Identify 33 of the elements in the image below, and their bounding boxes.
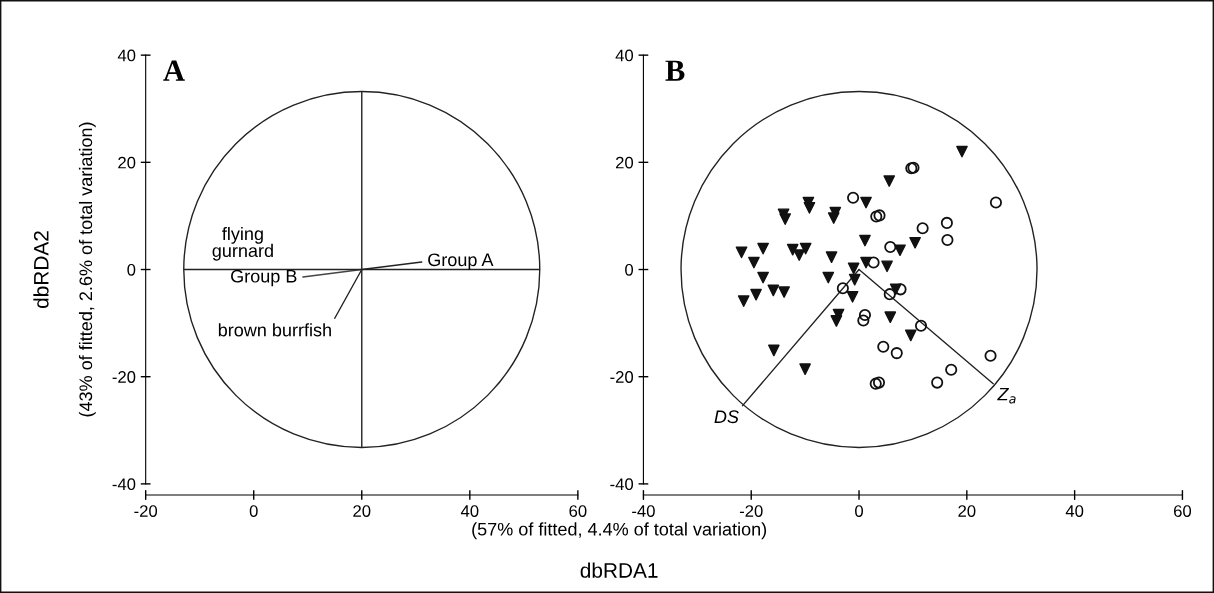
y-tick-label: -40 [112,478,136,491]
series-label: Group A [428,253,494,270]
x-tick-label: 0 [855,505,864,517]
x-tick-label: -20 [134,505,158,517]
x-tick-label: 40 [1065,505,1084,517]
y-tick-label: -20 [610,371,634,383]
x-tick-label: 40 [460,505,479,517]
x-tick-label: -40 [632,505,655,517]
y-tick-label: 20 [616,156,634,169]
chart-title: A [163,60,185,81]
x-axis-title: dbRDA1 [580,562,658,578]
y-tick-label: -40 [610,478,634,491]
y-tick-label: 40 [117,49,136,62]
x-tick-label: 0 [249,505,258,517]
x-tick-label: 20 [958,505,976,517]
y-tick-label: 0 [127,263,136,276]
y-axis-title: dbRDA2 [33,231,49,309]
x-tick-label: 60 [1174,505,1192,517]
chart-title: B [665,60,685,81]
y-tick-label: 20 [118,156,136,169]
x-tick-label: 20 [353,505,371,517]
series-label: brown burrfish [218,323,331,337]
series-label: DS [714,410,739,424]
x-tick-label: -20 [739,505,763,517]
series-label: Group B [231,269,297,287]
series-label: Z$_{a}$ [997,387,1016,404]
text: (43% of fitted, 2.6% of total variation) [78,122,96,417]
annotation: flying gurnard [212,226,273,261]
y-tick-label: -20 [112,371,136,383]
y-tick-label: 40 [615,49,634,62]
x-tick-label: 60 [569,505,587,517]
y-tick-label: 0 [625,263,634,276]
text: (57% of fitted, 4.4% of total variation) [472,522,767,540]
